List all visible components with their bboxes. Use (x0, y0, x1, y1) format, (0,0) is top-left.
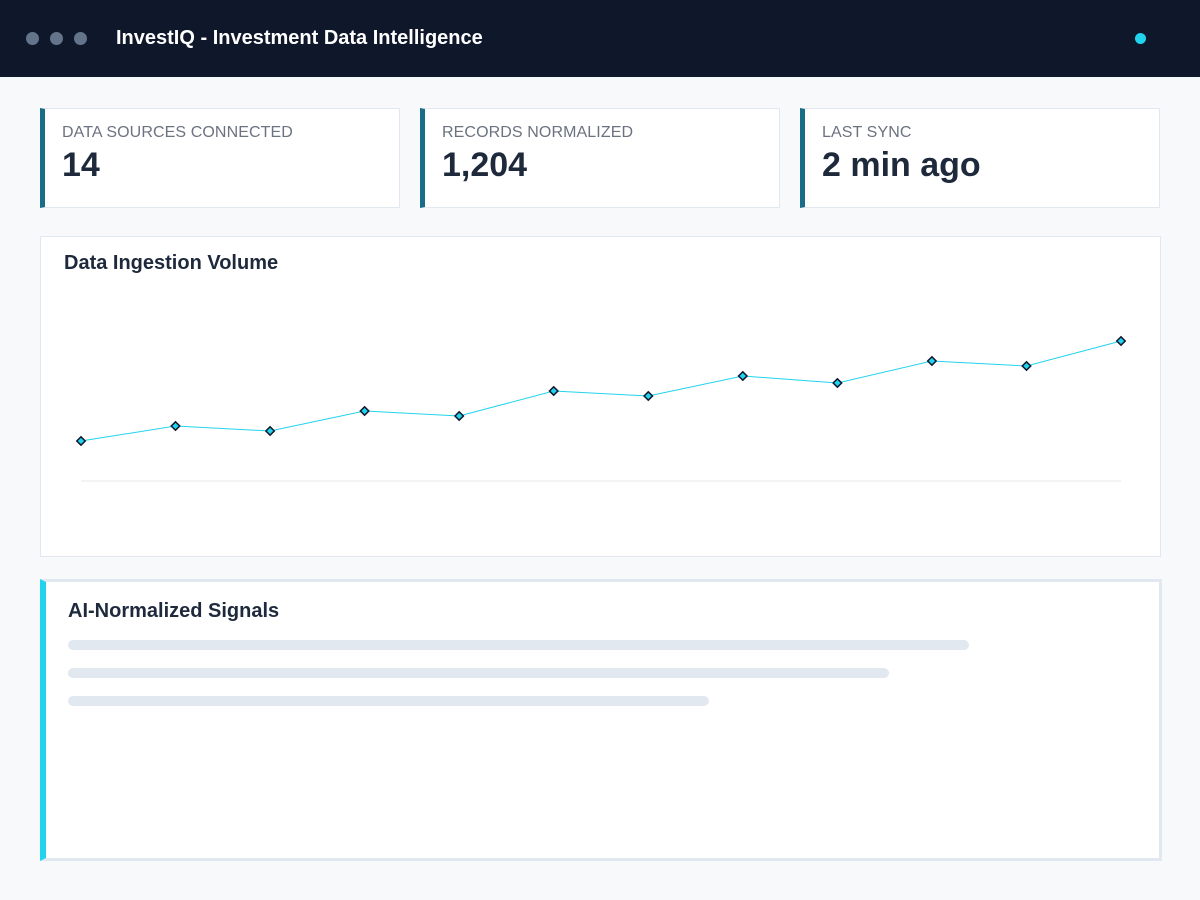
skeleton-line (68, 696, 709, 706)
data-point-2[interactable] (170, 420, 181, 432)
stat-label: RECORDS NORMALIZED (442, 124, 634, 141)
stat-value: 2 min ago (822, 146, 981, 184)
stat-card-last-sync: LAST SYNC 2 min ago (800, 108, 1160, 208)
stat-card-records-normalized: RECORDS NORMALIZED 1,204 (420, 108, 780, 208)
stat-label: DATA SOURCES CONNECTED (62, 124, 293, 141)
data-point-9[interactable] (832, 377, 843, 389)
data-point-10[interactable] (926, 355, 938, 367)
window-dot-1[interactable] (26, 32, 39, 45)
window-dot-3[interactable] (74, 32, 87, 45)
data-point-6[interactable] (548, 385, 560, 397)
title-bar: InvestIQ - Investment Data Intelligence (0, 0, 1200, 77)
data-point-4[interactable] (359, 405, 370, 417)
data-point-8[interactable] (737, 370, 749, 382)
chart-title: Data Ingestion Volume (64, 252, 279, 274)
ingestion-line-chart (75, 335, 1127, 482)
series-line (80, 340, 1122, 442)
app-title: InvestIQ - Investment Data Intelligence (116, 27, 483, 49)
data-point-3[interactable] (264, 425, 276, 437)
skeleton-line (68, 640, 969, 650)
status-indicator-icon (1135, 33, 1146, 44)
signals-panel: AI-Normalized Signals (40, 579, 1162, 861)
data-point-7[interactable] (642, 390, 654, 402)
stat-value: 1,204 (442, 146, 528, 184)
stat-card-data-sources: DATA SOURCES CONNECTED 14 (40, 108, 400, 208)
signals-title: AI-Normalized Signals (68, 600, 280, 622)
data-point-12[interactable] (1115, 335, 1127, 347)
stat-value: 14 (62, 146, 100, 184)
window-dot-2[interactable] (50, 32, 63, 45)
data-point-1[interactable] (75, 435, 87, 447)
stat-label: LAST SYNC (822, 124, 912, 141)
skeleton-line (68, 668, 889, 678)
ingestion-chart-panel: Data Ingestion Volume (40, 236, 1161, 557)
data-point-11[interactable] (1021, 360, 1032, 372)
data-point-5[interactable] (453, 410, 465, 422)
